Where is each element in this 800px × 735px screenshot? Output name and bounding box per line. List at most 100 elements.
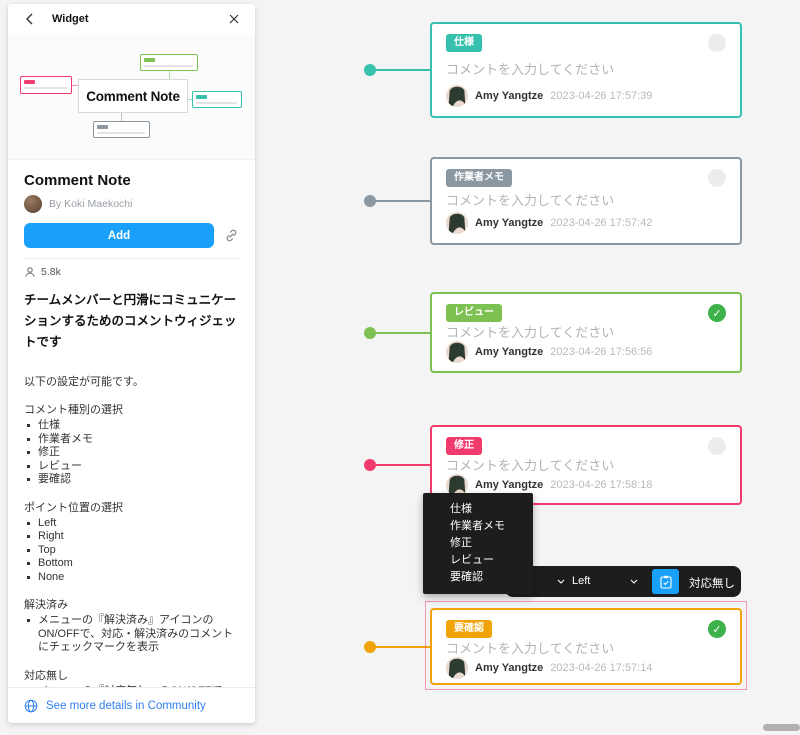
resolved-status-icon[interactable] [708,34,726,52]
comment-input[interactable]: コメントを入力してください [446,458,615,473]
resolve-toggle-button[interactable] [652,569,679,594]
preview-connector [121,113,122,121]
comment-card-sagyosha-memo[interactable]: 作業者メモ コメントを入力してください Amy Yangtze 2023-04-… [364,157,742,245]
settings-note: 以下の設定が可能です。 [24,376,144,388]
resolved-status-icon[interactable] [708,304,726,322]
section-heading: コメント種別の選択 [24,404,123,416]
timestamp: 2023-04-26 17:56:56 [550,346,653,358]
avatar [446,85,468,107]
comment-input[interactable]: コメントを入力してください [446,325,615,340]
preview-mini-card [192,91,242,108]
author-name: Amy Yangtze [475,662,544,674]
connector-line [376,331,430,334]
connector-line [376,464,430,466]
chevron-down-icon[interactable] [630,579,638,584]
connector-dot [364,640,376,653]
connector-line [376,200,430,202]
menu-item-shusei[interactable]: 修正 [450,537,472,549]
connector-dot [364,326,376,339]
close-icon [229,14,239,24]
avatar [446,474,468,496]
comment-card-shusei[interactable]: 修正 コメントを入力してください Amy Yangtze 2023-04-26 … [364,425,742,505]
connector-line [376,69,430,71]
comment-card-review[interactable]: レビュー コメントを入力してください Amy Yangtze 2023-04-2… [364,292,742,373]
widget-name: Comment Note [24,172,131,189]
widget-toolbar: Left 対応無し [505,566,741,597]
section-heading: ポイント位置の選択 [24,501,123,514]
preview-mini-card [93,121,150,138]
list-item: 仕様 [24,419,239,433]
widget-preview-image: Comment Note [8,34,255,160]
panel-footer: See more details in Community [8,687,255,723]
description-section: 対応無し メニューの『対応無し』のON/OFFで、切り替え可能 [24,669,239,688]
list-item: メニューの『解決済み』アイコンのON/OFFで、対応・解決済みのコメントにチェッ… [24,614,239,655]
preview-connector [188,99,192,100]
timestamp: 2023-04-26 17:57:14 [550,662,653,674]
comment-input[interactable]: コメントを入力してください [446,193,615,208]
add-widget-button[interactable]: Add [24,223,214,248]
list-item: Right [24,530,239,544]
avatar [446,212,468,234]
panel-content: Comment Note By Koki Maekochi Add 5.8 [8,160,255,687]
close-button[interactable] [225,10,243,28]
horizontal-scrollbar-thumb[interactable] [763,724,800,731]
comment-card-shiyou[interactable]: 仕様 コメントを入力してください Amy Yangtze 2023-04-26 … [364,22,742,118]
comment-input[interactable]: コメントを入力してください [446,62,615,77]
connector-dot [364,459,376,471]
category-badge: レビュー [446,304,502,322]
category-badge: 作業者メモ [446,169,512,187]
list-item: メニューの『対応無し』のON/OFFで、切り替え可能 [24,685,239,688]
users-count: 5.8k [41,266,61,278]
list-item: Bottom [24,557,239,571]
timestamp: 2023-04-26 17:57:42 [550,217,653,229]
menu-item-yokakunin[interactable]: 要確認 [450,571,483,583]
description-section: ポイント位置の選択 Left Right Top Bottom None [24,501,239,585]
category-dropdown-menu: 仕様 作業者メモ 修正 レビュー 要確認 [423,493,533,594]
list-item: Left [24,517,239,531]
description-section: コメント種別の選択 仕様 作業者メモ 修正 レビュー 要確認 [24,403,239,487]
category-badge: 要確認 [446,620,492,638]
community-details-link[interactable]: See more details in Community [46,699,206,712]
author-avatar [24,195,42,213]
menu-item-shiyou[interactable]: 仕様 [450,503,472,515]
list-item: 修正 [24,446,239,460]
resolved-status-icon[interactable] [708,169,726,187]
connector-line [376,645,430,648]
globe-icon [24,699,38,713]
comment-card-yokakunin[interactable]: 要確認 コメントを入力してください Amy Yangtze 2023-04-26… [364,608,742,685]
list-item: レビュー [24,460,239,474]
description-section: 解決済み メニューの『解決済み』アイコンのON/OFFで、対応・解決済みのコメン… [24,598,239,655]
widget-author-row: By Koki Maekochi [24,195,239,213]
comment-input[interactable]: コメントを入力してください [446,641,615,656]
panel-title: Widget [52,13,89,25]
menu-item-sagyosha-memo[interactable]: 作業者メモ [450,520,505,532]
section-heading: 対応無し [24,669,68,682]
author-name: Amy Yangtze [475,217,544,229]
author-name: Amy Yangtze [475,346,544,358]
preview-connector [72,85,78,86]
menu-item-review[interactable]: レビュー [450,554,494,566]
author-name: Amy Yangtze [475,90,544,102]
widget-detail-panel: Widget Comment Note Comment Note By Koki… [8,4,255,723]
timestamp: 2023-04-26 17:58:18 [550,479,653,491]
position-select[interactable]: Left [572,575,591,587]
clipboard-check-icon [659,575,672,589]
timestamp: 2023-04-26 17:57:39 [550,90,653,102]
connector-dot [364,64,376,76]
connector-dot [364,195,376,207]
panel-header: Widget [8,4,255,34]
section-heading: 解決済み [24,599,68,611]
avatar [446,341,468,363]
author-name: Amy Yangtze [475,479,544,491]
avatar [446,657,468,679]
back-button[interactable] [20,10,38,28]
user-icon [24,266,36,278]
list-item: None [24,571,239,585]
link-icon[interactable] [224,228,239,243]
none-toggle-button[interactable]: 対応無し [689,578,735,590]
resolved-status-icon[interactable] [708,437,726,455]
preview-mini-card [140,54,198,71]
resolved-status-icon[interactable] [708,620,726,638]
category-badge: 仕様 [446,34,482,52]
chevron-down-icon[interactable] [557,579,565,584]
